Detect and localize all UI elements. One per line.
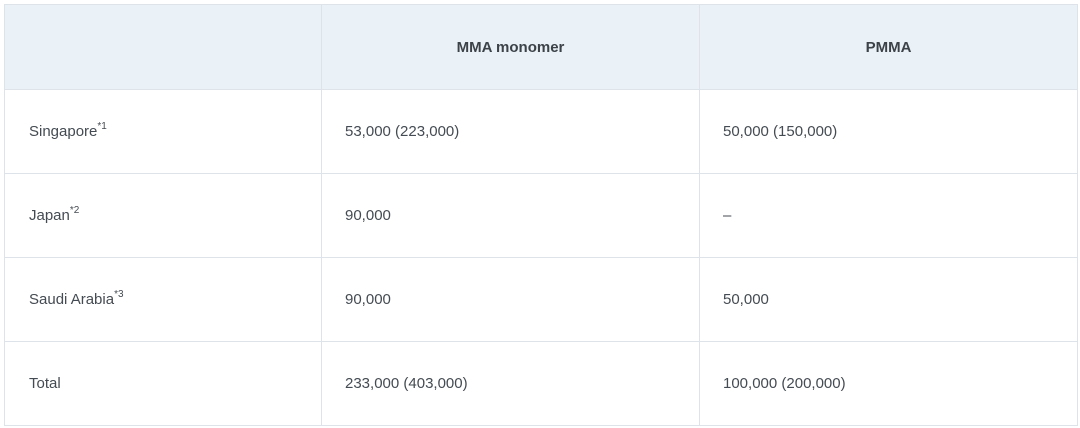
- cell-mma: 90,000: [321, 257, 700, 342]
- table-header: MMA monomer PMMA: [4, 4, 1078, 90]
- cell-mma: 233,000 (403,000): [321, 341, 700, 426]
- table-row: Saudi Arabia*3 90,000 50,000: [4, 257, 1078, 342]
- cell-country: Japan*2: [4, 173, 322, 258]
- cell-country: Total: [4, 341, 322, 426]
- table-row: Japan*2 90,000 –: [4, 173, 1078, 258]
- header-mma-monomer: MMA monomer: [321, 4, 700, 90]
- table-row: Singapore*1 53,000 (223,000) 50,000 (150…: [4, 89, 1078, 174]
- country-name: Saudi Arabia: [29, 291, 115, 308]
- table-row: Total 233,000 (403,000) 100,000 (200,000…: [4, 341, 1078, 426]
- capacity-table: MMA monomer PMMA Singapore*1 53,000 (223…: [4, 4, 1078, 426]
- cell-country: Singapore*1: [4, 89, 322, 174]
- header-country: [4, 4, 322, 90]
- header-pmma: PMMA: [699, 4, 1078, 90]
- cell-mma: 90,000: [321, 173, 700, 258]
- country-name: Japan: [29, 207, 70, 224]
- cell-pmma: 100,000 (200,000): [699, 341, 1078, 426]
- cell-pmma: 50,000 (150,000): [699, 89, 1078, 174]
- footnote-marker: *3: [114, 289, 124, 300]
- header-row: MMA monomer PMMA: [4, 4, 1078, 90]
- country-name: Singapore: [29, 123, 98, 140]
- cell-country: Saudi Arabia*3: [4, 257, 322, 342]
- cell-pmma: 50,000: [699, 257, 1078, 342]
- footnote-marker: *2: [69, 205, 80, 216]
- table-body: Singapore*1 53,000 (223,000) 50,000 (150…: [4, 89, 1078, 426]
- country-name: Total: [29, 375, 61, 392]
- cell-pmma: –: [699, 173, 1078, 258]
- footnote-marker: *1: [97, 121, 107, 132]
- cell-mma: 53,000 (223,000): [321, 89, 700, 174]
